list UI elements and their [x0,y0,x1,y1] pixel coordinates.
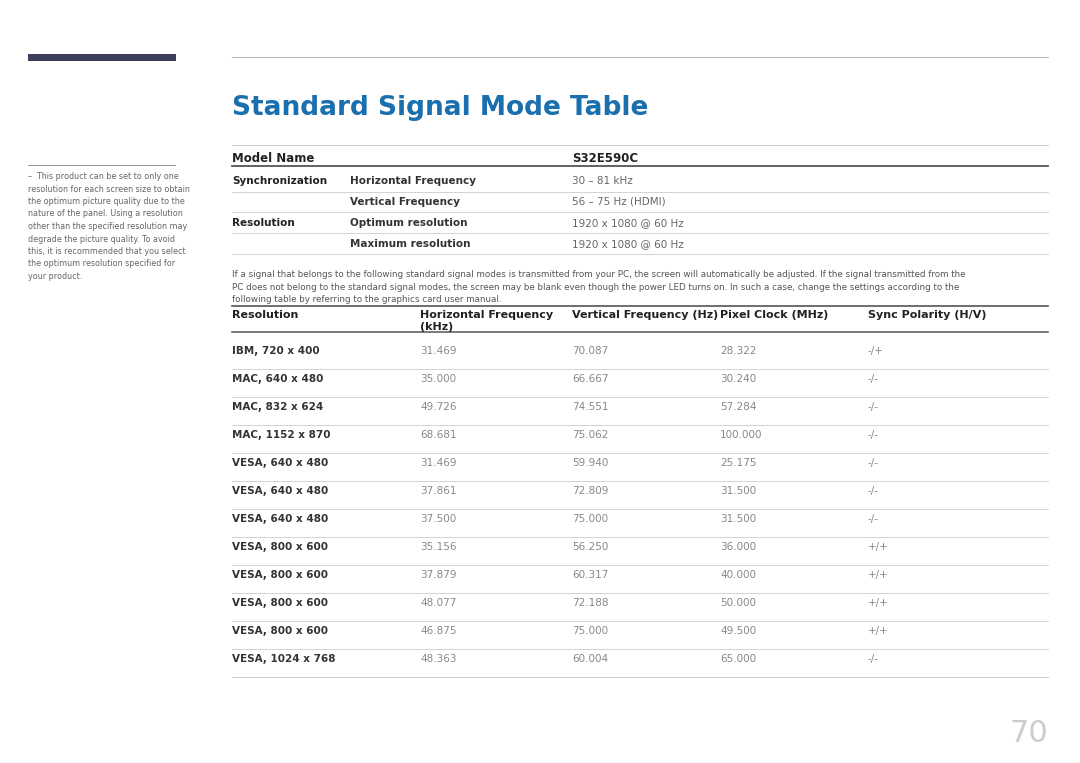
Text: If a signal that belongs to the following standard signal modes is transmitted f: If a signal that belongs to the followin… [232,270,966,304]
Text: 36.000: 36.000 [720,542,756,552]
Text: 57.284: 57.284 [720,402,756,412]
Text: 48.077: 48.077 [420,598,457,608]
Text: 49.500: 49.500 [720,626,756,636]
Text: -/+: -/+ [868,346,883,356]
Text: +/+: +/+ [868,570,889,580]
Text: MAC, 1152 x 870: MAC, 1152 x 870 [232,430,330,440]
Text: S32E590C: S32E590C [572,152,638,165]
Text: Resolution: Resolution [232,218,295,228]
Text: -/-: -/- [868,514,879,524]
Text: 40.000: 40.000 [720,570,756,580]
Text: Pixel Clock (MHz): Pixel Clock (MHz) [720,310,828,320]
Text: +/+: +/+ [868,542,889,552]
Text: 60.317: 60.317 [572,570,608,580]
Text: -/-: -/- [868,654,879,664]
Text: 70: 70 [1009,719,1048,748]
Text: 75.062: 75.062 [572,430,608,440]
Text: 56.250: 56.250 [572,542,608,552]
Text: VESA, 640 x 480: VESA, 640 x 480 [232,486,328,496]
Text: 31.500: 31.500 [720,486,756,496]
Text: +/+: +/+ [868,598,889,608]
Text: 66.667: 66.667 [572,374,608,384]
Text: 1920 x 1080 @ 60 Hz: 1920 x 1080 @ 60 Hz [572,239,684,249]
Text: Optimum resolution: Optimum resolution [350,218,468,228]
Text: 100.000: 100.000 [720,430,762,440]
Text: VESA, 640 x 480: VESA, 640 x 480 [232,514,328,524]
Text: 30 – 81 kHz: 30 – 81 kHz [572,176,633,186]
Text: 31.469: 31.469 [420,458,457,468]
Text: MAC, 640 x 480: MAC, 640 x 480 [232,374,323,384]
Text: 68.681: 68.681 [420,430,457,440]
Text: VESA, 640 x 480: VESA, 640 x 480 [232,458,328,468]
Text: 75.000: 75.000 [572,626,608,636]
Text: -/-: -/- [868,402,879,412]
Text: VESA, 800 x 600: VESA, 800 x 600 [232,598,328,608]
Text: 25.175: 25.175 [720,458,756,468]
Text: 30.240: 30.240 [720,374,756,384]
Text: 31.469: 31.469 [420,346,457,356]
Text: Horizontal Frequency: Horizontal Frequency [350,176,476,186]
Text: 50.000: 50.000 [720,598,756,608]
Text: 75.000: 75.000 [572,514,608,524]
Text: 65.000: 65.000 [720,654,756,664]
Text: 56 – 75 Hz (HDMI): 56 – 75 Hz (HDMI) [572,197,665,207]
Text: 37.500: 37.500 [420,514,456,524]
Text: 48.363: 48.363 [420,654,457,664]
Text: Vertical Frequency: Vertical Frequency [350,197,460,207]
Text: Vertical Frequency (Hz): Vertical Frequency (Hz) [572,310,718,320]
Text: 70.087: 70.087 [572,346,608,356]
Text: Horizontal Frequency
(kHz): Horizontal Frequency (kHz) [420,310,553,332]
Text: Sync Polarity (H/V): Sync Polarity (H/V) [868,310,986,320]
Text: 74.551: 74.551 [572,402,608,412]
Text: 1920 x 1080 @ 60 Hz: 1920 x 1080 @ 60 Hz [572,218,684,228]
Text: 72.809: 72.809 [572,486,608,496]
Text: VESA, 1024 x 768: VESA, 1024 x 768 [232,654,336,664]
Text: Standard Signal Mode Table: Standard Signal Mode Table [232,95,648,121]
Text: 31.500: 31.500 [720,514,756,524]
Text: VESA, 800 x 600: VESA, 800 x 600 [232,626,328,636]
Text: Maximum resolution: Maximum resolution [350,239,471,249]
Text: –  This product can be set to only one
resolution for each screen size to obtain: – This product can be set to only one re… [28,172,190,281]
Text: -/-: -/- [868,374,879,384]
Text: Model Name: Model Name [232,152,314,165]
Text: -/-: -/- [868,430,879,440]
Text: VESA, 800 x 600: VESA, 800 x 600 [232,570,328,580]
Text: 35.156: 35.156 [420,542,457,552]
Text: -/-: -/- [868,486,879,496]
Text: 49.726: 49.726 [420,402,457,412]
Text: -/-: -/- [868,458,879,468]
Text: 35.000: 35.000 [420,374,456,384]
Text: 37.879: 37.879 [420,570,457,580]
Text: 60.004: 60.004 [572,654,608,664]
Text: 46.875: 46.875 [420,626,457,636]
Text: 72.188: 72.188 [572,598,608,608]
Text: 28.322: 28.322 [720,346,756,356]
Text: IBM, 720 x 400: IBM, 720 x 400 [232,346,320,356]
Text: MAC, 832 x 624: MAC, 832 x 624 [232,402,323,412]
Bar [28,54,176,61]
Text: 59.940: 59.940 [572,458,608,468]
Text: +/+: +/+ [868,626,889,636]
Text: VESA, 800 x 600: VESA, 800 x 600 [232,542,328,552]
Text: 37.861: 37.861 [420,486,457,496]
Text: Resolution: Resolution [232,310,298,320]
Text: Synchronization: Synchronization [232,176,327,186]
